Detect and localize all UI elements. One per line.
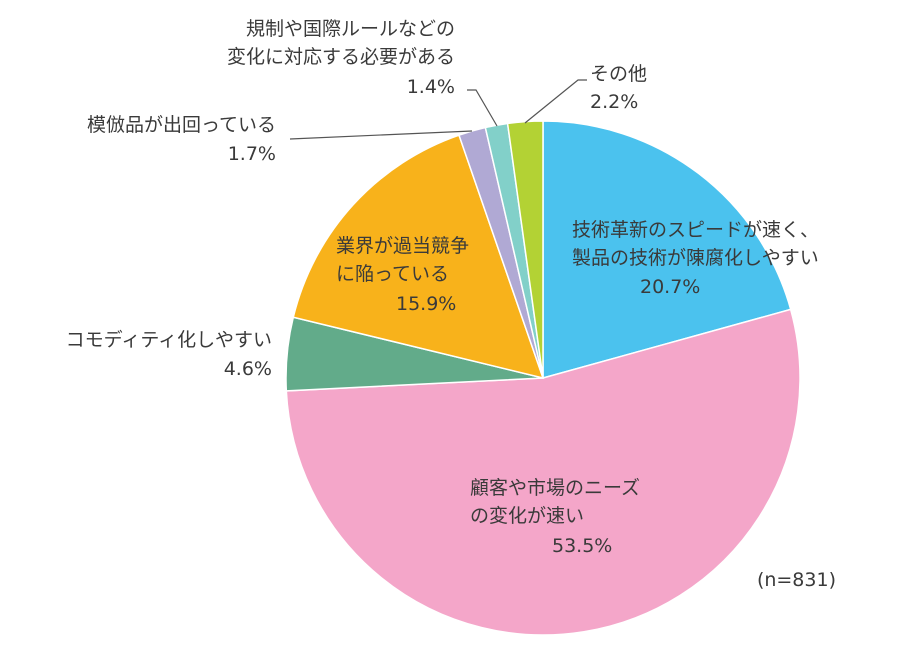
slice-label-market: 顧客や市場のニーズ <box>470 477 640 499</box>
slice-value-market: 53.5% <box>552 535 612 557</box>
slice-value-counterfeit: 1.7% <box>228 143 276 165</box>
slice-label-tech: 製品の技術が陳腐化しやすい <box>572 247 819 269</box>
leader-line-other <box>524 79 587 124</box>
pie-slice-1 <box>285 308 801 636</box>
slice-value-commodity: 4.6% <box>224 358 272 380</box>
slice-label-counterfeit: 模倣品が出回っている <box>87 114 276 136</box>
slice-label-other: その他 <box>590 63 647 85</box>
slice-value-competition: 15.9% <box>396 293 456 315</box>
leader-line-regulation <box>467 89 498 127</box>
slice-value-other: 2.2% <box>590 91 638 113</box>
leader-line-counterfeit <box>289 130 473 140</box>
pie-slice-0 <box>542 120 792 379</box>
slice-label-regulation: 変化に対応する必要がある <box>227 46 455 68</box>
pie-slice-6 <box>506 120 544 379</box>
slice-label-regulation: 規制や国際ルールなどの <box>246 18 455 40</box>
slice-value-tech: 20.7% <box>640 276 700 298</box>
slice-label-commodity: コモディティ化しやすい <box>66 329 272 351</box>
slice-label-competition: に陥っている <box>336 263 449 285</box>
slice-label-market: の変化が速い <box>470 505 584 527</box>
pie-slice-3 <box>292 134 545 380</box>
slice-label-competition: 業界が過当競争 <box>336 235 469 257</box>
slice-value-regulation: 1.4% <box>407 76 455 98</box>
sample-size-note: (n=831) <box>757 569 836 591</box>
slice-label-tech: 技術革新のスピードが速く、 <box>572 219 819 241</box>
